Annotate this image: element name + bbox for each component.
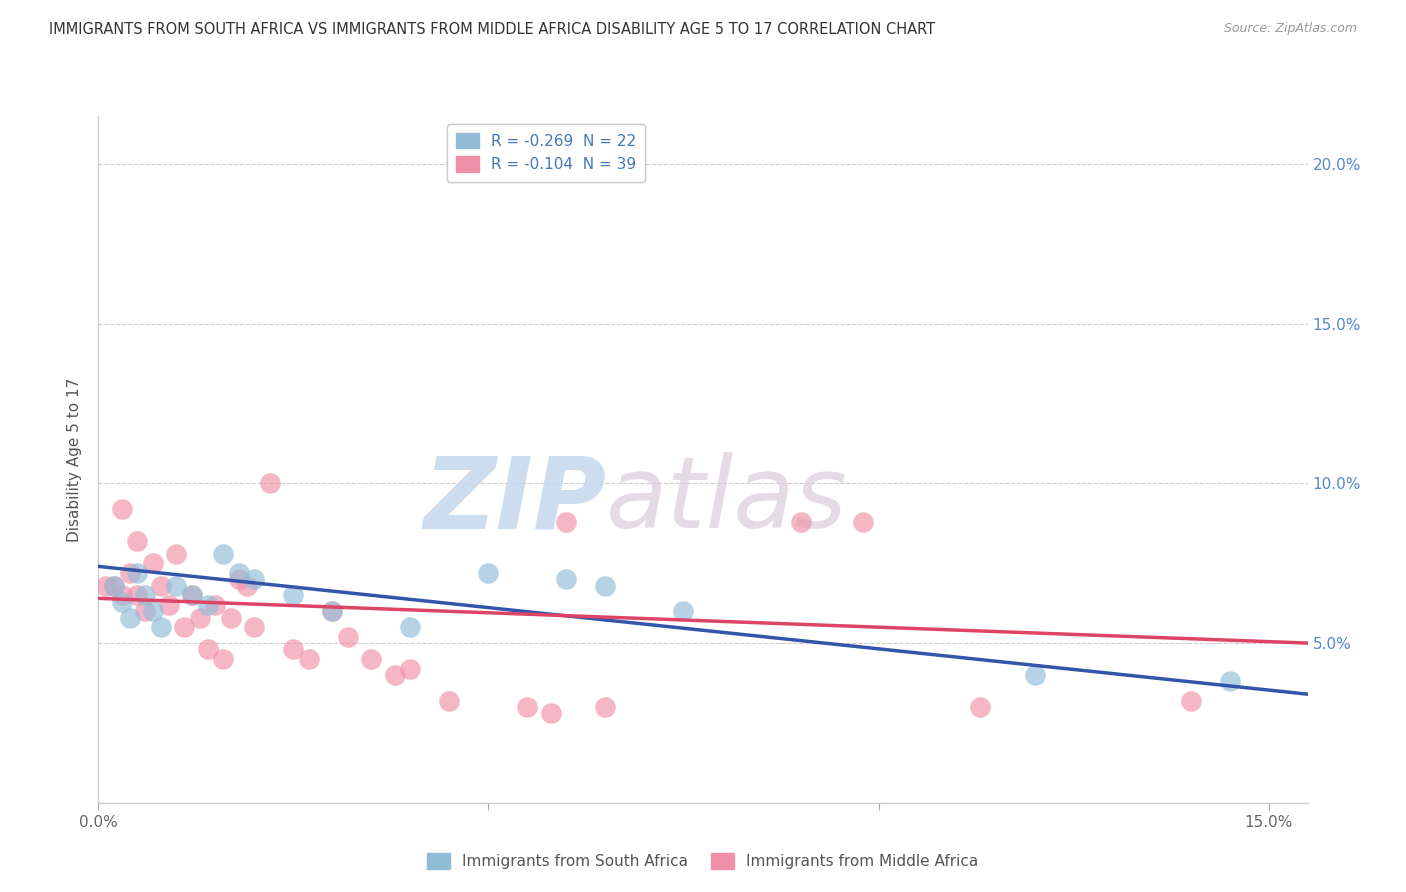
Point — [197, 642, 219, 657]
Point — [360, 652, 382, 666]
Point — [243, 620, 266, 634]
Point — [228, 572, 250, 586]
Point — [212, 652, 235, 666]
Point — [127, 533, 149, 548]
Point — [118, 566, 141, 580]
Point — [969, 700, 991, 714]
Point — [212, 547, 235, 561]
Point — [298, 652, 321, 666]
Text: Source: ZipAtlas.com: Source: ZipAtlas.com — [1223, 22, 1357, 36]
Point — [1180, 693, 1202, 707]
Legend: R = -0.269  N = 22, R = -0.104  N = 39: R = -0.269 N = 22, R = -0.104 N = 39 — [447, 124, 645, 182]
Point — [165, 547, 187, 561]
Point — [789, 515, 811, 529]
Point — [142, 556, 165, 570]
Text: ZIP: ZIP — [423, 452, 606, 549]
Point — [555, 515, 578, 529]
Point — [197, 598, 219, 612]
Point — [595, 700, 617, 714]
Point — [111, 588, 134, 602]
Point — [337, 630, 360, 644]
Point — [149, 578, 172, 592]
Point — [235, 578, 257, 592]
Point — [111, 594, 134, 608]
Point — [142, 604, 165, 618]
Point — [1219, 674, 1241, 689]
Point — [111, 502, 134, 516]
Point — [157, 598, 180, 612]
Point — [283, 588, 305, 602]
Text: IMMIGRANTS FROM SOUTH AFRICA VS IMMIGRANTS FROM MIDDLE AFRICA DISABILITY AGE 5 T: IMMIGRANTS FROM SOUTH AFRICA VS IMMIGRAN… — [49, 22, 935, 37]
Point — [384, 668, 406, 682]
Point — [118, 610, 141, 624]
Point — [219, 610, 242, 624]
Point — [173, 620, 195, 634]
Point — [672, 604, 695, 618]
Point — [127, 566, 149, 580]
Point — [127, 588, 149, 602]
Point — [103, 578, 125, 592]
Point — [149, 620, 172, 634]
Point — [181, 588, 204, 602]
Point — [283, 642, 305, 657]
Point — [259, 476, 281, 491]
Point — [103, 578, 125, 592]
Point — [399, 662, 422, 676]
Y-axis label: Disability Age 5 to 17: Disability Age 5 to 17 — [67, 377, 83, 541]
Point — [165, 578, 187, 592]
Point — [1024, 668, 1046, 682]
Point — [477, 566, 499, 580]
Legend: Immigrants from South Africa, Immigrants from Middle Africa: Immigrants from South Africa, Immigrants… — [422, 847, 984, 875]
Point — [555, 572, 578, 586]
Text: atlas: atlas — [606, 452, 848, 549]
Point — [399, 620, 422, 634]
Point — [243, 572, 266, 586]
Point — [188, 610, 211, 624]
Point — [516, 700, 538, 714]
Point — [96, 578, 118, 592]
Point — [204, 598, 226, 612]
Point — [228, 566, 250, 580]
Point — [595, 578, 617, 592]
Point — [540, 706, 562, 721]
Point — [321, 604, 343, 618]
Point — [134, 604, 156, 618]
Point — [321, 604, 343, 618]
Point — [181, 588, 204, 602]
Point — [852, 515, 875, 529]
Point — [439, 693, 461, 707]
Point — [134, 588, 156, 602]
